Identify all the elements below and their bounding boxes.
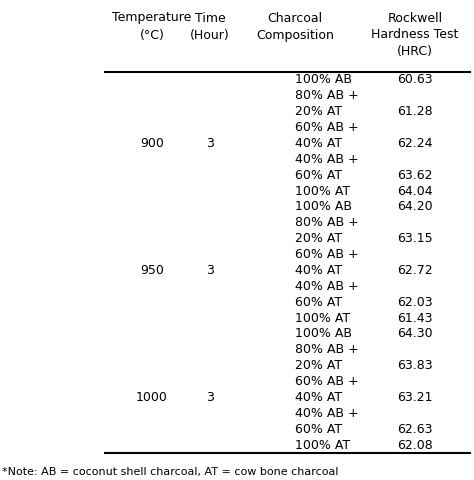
Text: 40% AB +: 40% AB +	[295, 153, 359, 166]
Text: 63.21: 63.21	[397, 391, 433, 404]
Text: *Note: AB = coconut shell charcoal, AT = cow bone charcoal: *Note: AB = coconut shell charcoal, AT =…	[2, 467, 338, 477]
Text: Composition: Composition	[256, 28, 334, 41]
Text: 40% AT: 40% AT	[295, 137, 342, 150]
Text: 62.24: 62.24	[397, 137, 433, 150]
Text: Hardness Test: Hardness Test	[371, 28, 459, 41]
Text: 60% AT: 60% AT	[295, 423, 342, 436]
Text: 63.15: 63.15	[397, 232, 433, 245]
Text: 1000: 1000	[136, 391, 168, 404]
Text: 60% AB +: 60% AB +	[295, 121, 359, 134]
Text: 62.03: 62.03	[397, 296, 433, 309]
Text: 61.28: 61.28	[397, 105, 433, 118]
Text: 40% AB +: 40% AB +	[295, 407, 359, 420]
Text: 20% AT: 20% AT	[295, 359, 342, 372]
Text: 40% AT: 40% AT	[295, 391, 342, 404]
Text: 100% AT: 100% AT	[295, 312, 350, 324]
Text: 63.83: 63.83	[397, 359, 433, 372]
Text: 61.43: 61.43	[397, 312, 433, 324]
Text: 100% AT: 100% AT	[295, 439, 350, 452]
Text: 64.04: 64.04	[397, 185, 433, 198]
Text: 64.30: 64.30	[397, 327, 433, 340]
Text: 20% AT: 20% AT	[295, 232, 342, 245]
Text: Rockwell: Rockwell	[387, 12, 443, 24]
Text: Temperature: Temperature	[112, 12, 191, 24]
Text: (HRC): (HRC)	[397, 46, 433, 59]
Text: 100% AT: 100% AT	[295, 185, 350, 198]
Text: 40% AB +: 40% AB +	[295, 280, 359, 293]
Text: 62.63: 62.63	[397, 423, 433, 436]
Text: 100% AB: 100% AB	[295, 327, 352, 340]
Text: 3: 3	[206, 264, 214, 277]
Text: 60% AT: 60% AT	[295, 168, 342, 182]
Text: 100% AB: 100% AB	[295, 201, 352, 214]
Text: 63.62: 63.62	[397, 168, 433, 182]
Text: 62.72: 62.72	[397, 264, 433, 277]
Text: 60% AT: 60% AT	[295, 296, 342, 309]
Text: 3: 3	[206, 391, 214, 404]
Text: 40% AT: 40% AT	[295, 264, 342, 277]
Text: 64.20: 64.20	[397, 201, 433, 214]
Text: 900: 900	[140, 137, 164, 150]
Text: (Hour): (Hour)	[190, 28, 230, 41]
Text: (°C): (°C)	[139, 28, 164, 41]
Text: 100% AB: 100% AB	[295, 73, 352, 86]
Text: 60% AB +: 60% AB +	[295, 248, 359, 261]
Text: 80% AB +: 80% AB +	[295, 216, 359, 229]
Text: 950: 950	[140, 264, 164, 277]
Text: 20% AT: 20% AT	[295, 105, 342, 118]
Text: 80% AB +: 80% AB +	[295, 89, 359, 102]
Text: 62.08: 62.08	[397, 439, 433, 452]
Text: 60% AB +: 60% AB +	[295, 375, 359, 388]
Text: Charcoal: Charcoal	[267, 12, 323, 24]
Text: Time: Time	[195, 12, 225, 24]
Text: 60.63: 60.63	[397, 73, 433, 86]
Text: 80% AB +: 80% AB +	[295, 343, 359, 356]
Text: 3: 3	[206, 137, 214, 150]
